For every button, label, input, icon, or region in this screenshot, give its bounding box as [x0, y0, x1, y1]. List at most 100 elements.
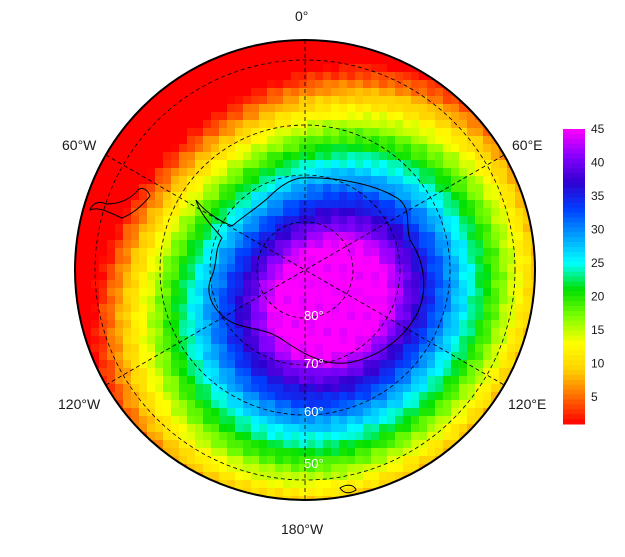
- field-cell: [347, 56, 356, 65]
- field-cell: [467, 304, 476, 313]
- field-cell: [75, 304, 84, 313]
- field-cell: [179, 104, 188, 113]
- colorbar-segment: [563, 369, 585, 376]
- field-cell: [459, 256, 468, 265]
- field-cell: [387, 280, 396, 289]
- colorbar-segment: [563, 148, 585, 155]
- field-cell: [251, 352, 260, 361]
- field-cell: [171, 384, 180, 393]
- field-cell: [291, 416, 300, 425]
- field-cell: [331, 144, 340, 153]
- field-cell: [355, 224, 364, 233]
- field-cell: [267, 264, 276, 273]
- field-cell: [307, 344, 316, 353]
- colorbar-segment: [563, 301, 585, 307]
- field-cell: [139, 104, 148, 113]
- field-cell: [491, 216, 500, 225]
- field-cell: [235, 472, 244, 481]
- field-cell: [211, 416, 220, 425]
- field-cell: [283, 216, 292, 225]
- field-cell: [275, 56, 284, 65]
- field-cell: [355, 64, 364, 73]
- field-cell: [307, 160, 316, 169]
- field-cell: [155, 272, 164, 281]
- field-cell: [115, 200, 124, 209]
- field-cell: [451, 112, 460, 121]
- field-cell: [179, 392, 188, 401]
- field-cell: [339, 432, 348, 441]
- field-cell: [147, 120, 156, 129]
- field-cell: [307, 280, 316, 289]
- field-cell: [243, 400, 252, 409]
- field-cell: [331, 432, 340, 441]
- field-cell: [363, 104, 372, 113]
- field-cell: [379, 456, 388, 465]
- field-cell: [307, 168, 316, 177]
- field-cell: [115, 360, 124, 369]
- field-cell: [227, 280, 236, 289]
- field-cell: [275, 472, 284, 481]
- field-cell: [323, 392, 332, 401]
- field-cell: [283, 328, 292, 337]
- field-cell: [403, 440, 412, 449]
- field-cell: [483, 312, 492, 321]
- field-cell: [459, 368, 468, 377]
- field-cell: [371, 176, 380, 185]
- field-cell: [307, 416, 316, 425]
- field-cell: [395, 448, 404, 457]
- field-cell: [475, 240, 484, 249]
- field-cell: [219, 392, 228, 401]
- field-cell: [275, 424, 284, 433]
- field-cell: [395, 424, 404, 433]
- field-cell: [395, 232, 404, 241]
- field-cell: [275, 336, 284, 345]
- field-cell: [171, 408, 180, 417]
- field-cell: [299, 104, 308, 113]
- field-cell: [219, 64, 228, 73]
- field-cell: [379, 296, 388, 305]
- field-cell: [195, 128, 204, 137]
- field-cell: [483, 400, 492, 409]
- field-cell: [491, 336, 500, 345]
- field-cell: [307, 456, 316, 465]
- field-cell: [251, 80, 260, 89]
- field-cell: [83, 296, 92, 305]
- field-cell: [323, 472, 332, 481]
- field-cell: [139, 240, 148, 249]
- field-cell: [355, 384, 364, 393]
- field-cell: [179, 320, 188, 329]
- field-cell: [323, 72, 332, 81]
- field-cell: [403, 280, 412, 289]
- field-cell: [195, 184, 204, 193]
- field-cell: [467, 376, 476, 385]
- field-cell: [339, 296, 348, 305]
- lon-label-180w: 180°W: [281, 521, 324, 537]
- field-cell: [339, 104, 348, 113]
- field-cell: [355, 488, 364, 497]
- field-cell: [515, 208, 524, 217]
- field-cell: [131, 120, 140, 129]
- field-cell: [419, 392, 428, 401]
- field-cell: [131, 360, 140, 369]
- field-cell: [387, 88, 396, 97]
- field-cell: [379, 416, 388, 425]
- field-cell: [315, 144, 324, 153]
- field-cell: [259, 216, 268, 225]
- field-cell: [283, 368, 292, 377]
- field-cell: [371, 96, 380, 105]
- field-cell: [523, 280, 532, 289]
- field-cell: [99, 144, 108, 153]
- field-cell: [331, 256, 340, 265]
- field-cell: [163, 184, 172, 193]
- field-cell: [131, 336, 140, 345]
- field-cell: [419, 368, 428, 377]
- field-cell: [291, 384, 300, 393]
- field-cell: [323, 184, 332, 193]
- field-cell: [235, 408, 244, 417]
- field-cell: [283, 184, 292, 193]
- field-cell: [339, 312, 348, 321]
- field-cell: [235, 312, 244, 321]
- field-cell: [307, 208, 316, 217]
- field-cell: [123, 320, 132, 329]
- field-cell: [291, 456, 300, 465]
